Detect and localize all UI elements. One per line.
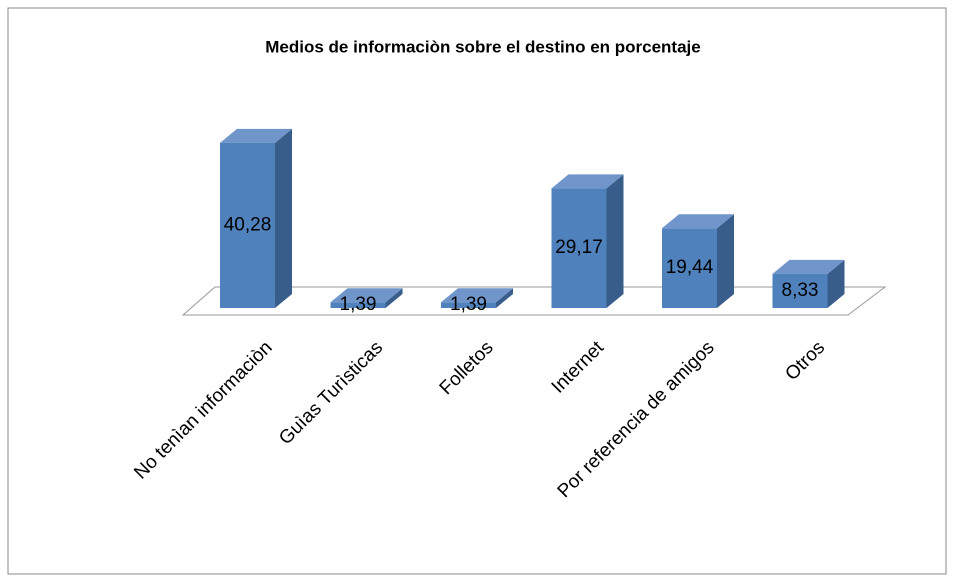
bar-top — [220, 128, 292, 143]
bar-side — [827, 259, 845, 308]
bar-side — [385, 288, 403, 308]
data-label: 29,17 — [555, 237, 603, 258]
bar-side — [275, 128, 292, 308]
data-label: 40,28 — [224, 214, 272, 235]
bar — [662, 228, 717, 308]
data-label: 19,44 — [666, 257, 714, 278]
data-label: 1,39 — [340, 294, 377, 315]
bar-top — [551, 174, 624, 189]
bar-side — [606, 174, 624, 308]
bar-top — [662, 214, 734, 229]
bar-top — [330, 288, 403, 303]
chart-title: Medios de informaciòn sobre el destino e… — [265, 37, 700, 56]
bar-side — [717, 214, 734, 308]
bar — [772, 273, 828, 308]
data-label: 1,39 — [450, 294, 487, 315]
bar — [220, 142, 275, 308]
bar-side — [496, 288, 513, 308]
bar-top — [772, 259, 845, 274]
bar-top — [441, 288, 513, 303]
bar — [551, 188, 607, 308]
data-label: 8,33 — [782, 280, 819, 301]
bar — [441, 302, 496, 308]
bar — [330, 302, 386, 308]
